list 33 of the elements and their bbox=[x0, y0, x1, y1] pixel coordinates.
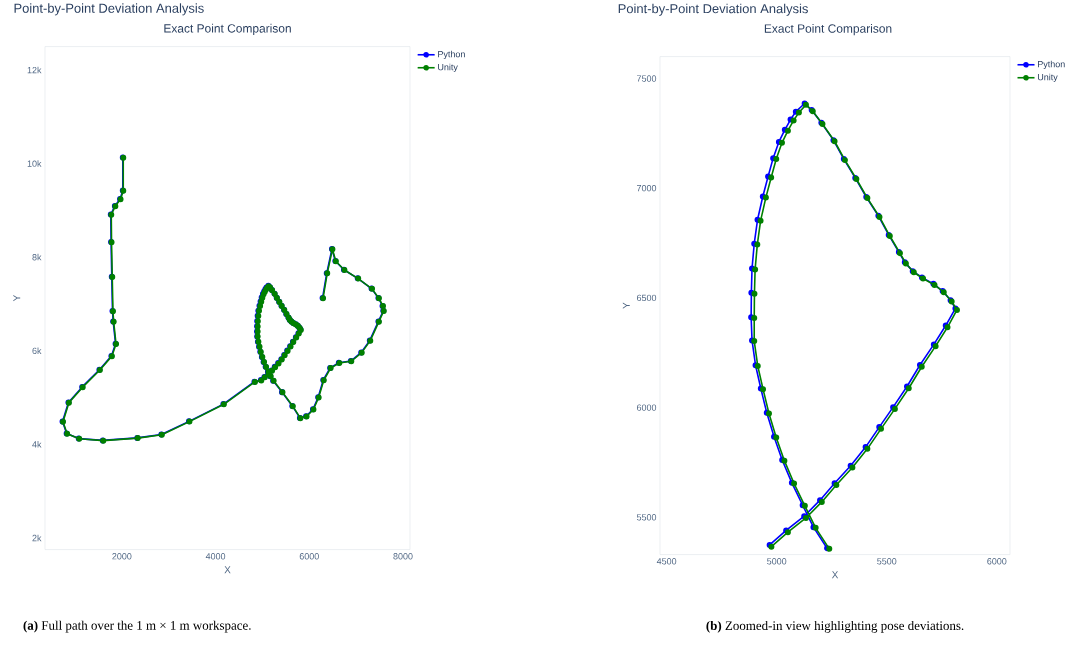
y-axis-title: Y bbox=[13, 295, 21, 302]
legend-label: Unity bbox=[438, 63, 458, 73]
chart-subtitle: Exact Point Comparison bbox=[164, 24, 291, 36]
x-axis-title: X bbox=[224, 566, 231, 574]
y-tick-label: 6500 bbox=[637, 294, 657, 302]
y-axis-title: Y bbox=[622, 302, 630, 309]
y-tick-label: 10k bbox=[27, 160, 42, 168]
x-tick-label: 5500 bbox=[877, 558, 897, 565]
x-tick-label: 2000 bbox=[112, 553, 132, 560]
chart-title: Point-by-Point Deviation Analysis bbox=[14, 3, 204, 16]
y-tick-label: 2k bbox=[32, 534, 42, 542]
y-tick-label: 6k bbox=[32, 347, 42, 355]
x-axis-title: X bbox=[831, 571, 839, 579]
x-tick-label: 8000 bbox=[393, 553, 413, 560]
x-tick-label: 6000 bbox=[987, 558, 1007, 565]
legend-label: Unity bbox=[1037, 73, 1058, 83]
y-tick-label: 7000 bbox=[637, 185, 657, 192]
text: (a) Full path over the 1 m × 1 m workspace. bbox=[23, 620, 251, 633]
y-tick-label: 6000 bbox=[637, 404, 657, 411]
text: (b) Zoomed-in view highlighting pose deviations. bbox=[706, 621, 964, 633]
chart-title: Point-by-Point Deviation Analysis bbox=[618, 3, 808, 16]
x-tick-label: 4500 bbox=[656, 558, 677, 565]
y-tick-label: 7500 bbox=[637, 75, 657, 82]
y-tick-label: 8k bbox=[32, 254, 42, 261]
legend-label: Python bbox=[438, 50, 465, 60]
y-tick-label: 5500 bbox=[636, 514, 657, 521]
legend-label: Python bbox=[1038, 60, 1065, 70]
x-tick-label: 4000 bbox=[205, 553, 226, 560]
y-tick-label: 12k bbox=[27, 66, 42, 74]
x-tick-label: 6000 bbox=[299, 553, 319, 560]
x-tick-label: 5000 bbox=[767, 558, 787, 565]
chart-subtitle: Exact Point Comparison bbox=[764, 24, 892, 36]
y-tick-label: 4k bbox=[32, 441, 42, 448]
